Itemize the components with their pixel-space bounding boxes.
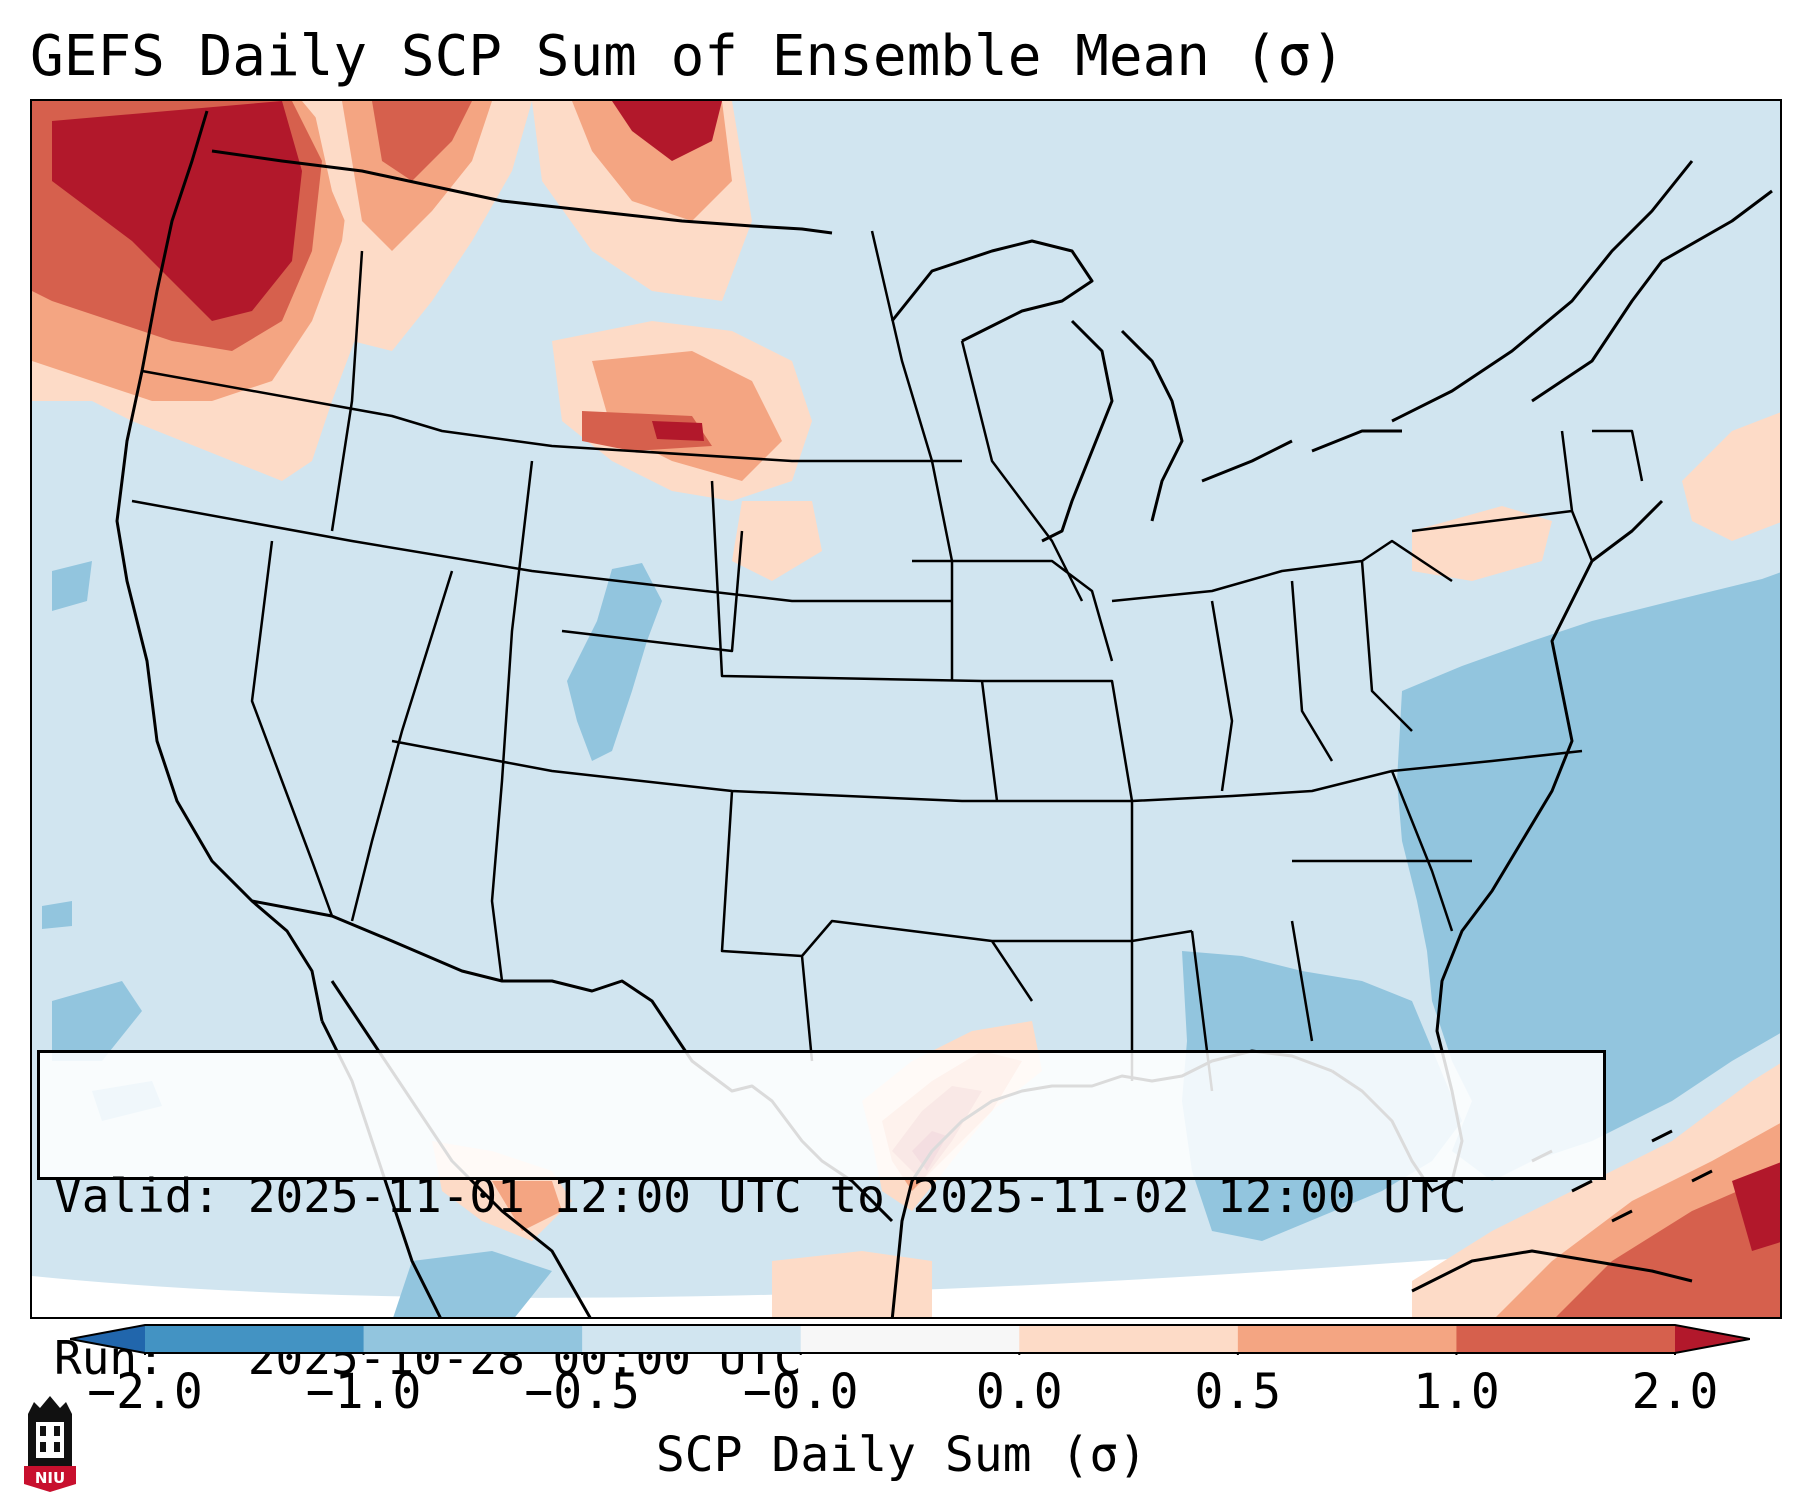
colorbar-tick-label: 1.0	[1413, 1364, 1500, 1420]
valid-run-info-box: Valid: 2025-11-01 12:00 UTC to 2025-11-0…	[37, 1050, 1606, 1385]
colorbar-segment	[1456, 1325, 1676, 1353]
colorbar-tick-label: −0.5	[524, 1364, 640, 1420]
colorbar-tick-label: −0.0	[742, 1364, 859, 1420]
colorado-negative-area	[567, 563, 662, 761]
logo-text: NIU	[35, 1469, 65, 1487]
colorbar-tick-label: 2.0	[1631, 1364, 1719, 1420]
northern-rockies-strong-area	[372, 101, 472, 181]
mexico-mid-area	[492, 1181, 562, 1231]
pacific-negative-patch-4	[42, 901, 72, 929]
nebraska-light-area	[732, 501, 822, 581]
map-svg	[32, 101, 1780, 1317]
colorbar-segment	[363, 1325, 583, 1353]
great-lakes-outline	[890, 239, 1402, 543]
pacific-negative-patch-2	[52, 981, 142, 1061]
colorbar-tick-label: 0.5	[1194, 1364, 1282, 1420]
montana-dakotas-strong-area	[582, 411, 712, 451]
pennsylvania-light-area	[1412, 506, 1552, 581]
atlantic-negative-area	[1397, 572, 1780, 1181]
colorbar-label: SCP Daily Sum (σ)	[655, 1427, 1148, 1483]
colorbar-tick-label: 0.0	[975, 1364, 1063, 1420]
pacific-negative-patch-1	[52, 561, 92, 611]
projection-edge	[32, 1231, 1780, 1317]
new-england-light-area	[1682, 412, 1780, 541]
colorbar-segment	[582, 1325, 802, 1353]
montana-extreme-area	[652, 421, 704, 441]
canada-strong-area	[612, 101, 722, 161]
us-canada-border	[211, 149, 833, 235]
state-borders	[131, 230, 1644, 1092]
south-mexico-light-area	[772, 1251, 932, 1317]
colorbar-extend-low	[70, 1325, 145, 1353]
niu-logo: NIU	[24, 1396, 76, 1492]
colorbar-segment	[1237, 1325, 1457, 1353]
colorbar-segment	[1019, 1325, 1239, 1353]
colorbar-tick-labels: −2.0 −1.0 −0.5 −0.0 0.0 0.5 1.0 2.0	[0, 1364, 1803, 1420]
figure-title: GEFS Daily SCP Sum of Ensemble Mean (σ)	[30, 24, 1345, 89]
caribbean-strong-area	[1556, 1172, 1780, 1317]
colorbar-extend-high	[1675, 1325, 1750, 1353]
colorbar-segment	[145, 1325, 365, 1353]
us-west-coast	[115, 110, 324, 1022]
colorbar-tick-label: −1.0	[305, 1364, 422, 1420]
canada-maine-border	[1531, 189, 1773, 403]
cuba	[1411, 1249, 1693, 1293]
valid-time-line: Valid: 2025-11-01 12:00 UTC to 2025-11-0…	[54, 1169, 1467, 1223]
st-lawrence	[1391, 160, 1694, 423]
colorbar-segment	[800, 1325, 1020, 1353]
colorbar-tick-label: −2.0	[87, 1364, 203, 1420]
caribbean-extreme-area	[1732, 1162, 1780, 1251]
colorbar	[70, 1324, 1750, 1355]
